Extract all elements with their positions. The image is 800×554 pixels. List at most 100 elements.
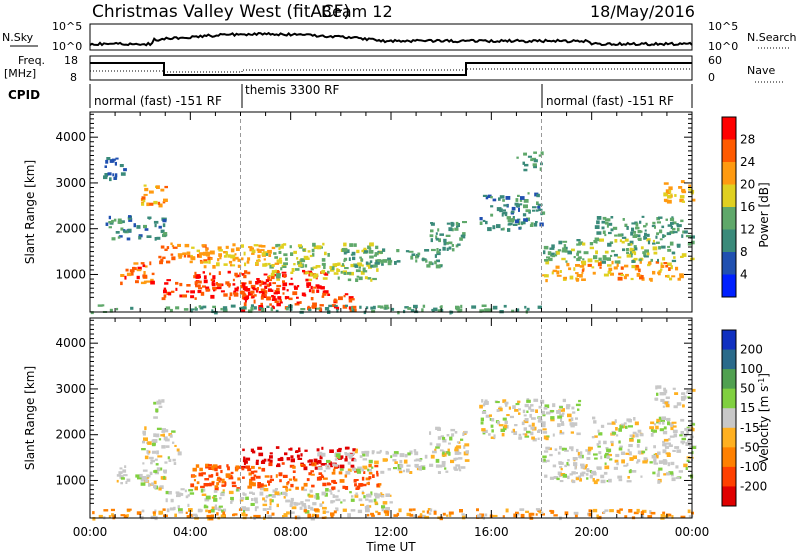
- echo-cell: [610, 254, 613, 257]
- echo-cell: [531, 436, 535, 440]
- echo-cell: [289, 511, 295, 514]
- echo-cell: [633, 417, 636, 421]
- echo-cell: [314, 508, 319, 512]
- echo-cell: [281, 491, 287, 496]
- echo-cell: [564, 449, 569, 452]
- echo-cell: [262, 508, 267, 511]
- noise-tick-bottom: 10^0: [52, 40, 82, 53]
- echo-cell: [155, 433, 160, 438]
- echo-cell: [152, 511, 156, 514]
- echo-cell: [512, 428, 515, 433]
- echo-cell: [411, 253, 416, 256]
- echo-cell: [241, 512, 246, 516]
- echo-cell: [304, 507, 307, 510]
- echo-cell: [523, 427, 527, 431]
- echo-cell: [650, 421, 655, 425]
- echo-cell: [253, 514, 256, 518]
- echo-cell: [137, 266, 142, 270]
- echo-cell: [214, 504, 217, 508]
- echo-cell: [604, 509, 609, 512]
- echo-cell: [577, 256, 582, 259]
- echo-cell: [617, 276, 623, 281]
- echo-cell: [242, 306, 246, 310]
- echo-cell: [511, 430, 514, 434]
- echo-cell: [239, 497, 245, 500]
- echo-cell: [384, 304, 389, 309]
- echo-cell: [172, 458, 176, 462]
- echo-region: [140, 184, 168, 208]
- echo-cell: [193, 479, 196, 482]
- echo-cell: [660, 398, 665, 402]
- echo-cell: [177, 451, 182, 456]
- echo-cell: [446, 451, 450, 455]
- echo-cell: [365, 306, 369, 310]
- echo-cell: [330, 492, 333, 495]
- echo-cell: [364, 276, 368, 280]
- echo-cell: [349, 455, 352, 460]
- echo-cell: [614, 419, 617, 423]
- echo-cell: [606, 455, 610, 459]
- echo-cell: [522, 213, 527, 217]
- echo-cell: [559, 466, 563, 469]
- echo-cell: [184, 489, 187, 493]
- echo-cell: [290, 447, 293, 451]
- echo-cell: [339, 455, 344, 459]
- echo-cell: [566, 462, 569, 466]
- echo-cell: [295, 268, 300, 271]
- echo-cell: [153, 200, 158, 205]
- echo-cell: [340, 501, 343, 504]
- echo-cell: [163, 232, 168, 236]
- echo-cell: [669, 241, 674, 246]
- echo-cell: [691, 198, 696, 202]
- echo-cell: [351, 495, 354, 498]
- echo-cell: [597, 429, 600, 433]
- echo-cell: [374, 501, 378, 505]
- echo-cell: [367, 245, 371, 250]
- echo-cell: [268, 506, 272, 508]
- echo-cell: [484, 399, 488, 403]
- echo-cell: [662, 257, 666, 261]
- echo-cell: [665, 189, 669, 193]
- echo-cell: [376, 268, 379, 272]
- echo-cell: [558, 461, 562, 465]
- echo-cell: [387, 261, 392, 266]
- echo-cell: [662, 460, 668, 464]
- echo-cell: [279, 301, 283, 304]
- echo-cell: [608, 267, 613, 271]
- echo-cell: [421, 258, 426, 261]
- echo-cell: [361, 264, 364, 267]
- echo-cell: [673, 405, 678, 409]
- echo-cell: [546, 435, 550, 438]
- echo-cell: [146, 474, 151, 478]
- echo-cell: [631, 222, 636, 225]
- echo-cell: [393, 451, 399, 455]
- echo-cell: [634, 247, 638, 251]
- echo-cell: [607, 242, 612, 247]
- echo-cell: [675, 477, 680, 480]
- echo-cell: [168, 491, 172, 495]
- echo-cell: [638, 237, 642, 241]
- echo-cell: [303, 488, 307, 492]
- x-axis-label: Time UT: [365, 540, 416, 554]
- echo-cell: [629, 434, 633, 437]
- echo-cell: [353, 459, 357, 462]
- echo-cell: [154, 509, 157, 513]
- echo-cell: [268, 274, 271, 277]
- echo-cell: [641, 277, 645, 281]
- echo-cell: [562, 408, 565, 412]
- echo-cell: [347, 278, 352, 282]
- echo-cell: [186, 515, 190, 518]
- freq-panel: Freq. [MHz] 18 8 60 0 Nave: [4, 54, 785, 84]
- echo-cell: [206, 514, 212, 519]
- echo-cell: [170, 242, 173, 245]
- echo-cell: [276, 278, 280, 281]
- colorbar-tick-label: 20: [740, 178, 755, 192]
- echo-cell: [262, 281, 267, 285]
- echo-cell: [609, 458, 613, 461]
- echo-cell: [608, 222, 613, 226]
- echo-cell: [545, 447, 548, 450]
- echo-cell: [376, 493, 382, 497]
- echo-cell: [248, 481, 254, 486]
- echo-cell: [161, 297, 166, 301]
- echo-cell: [582, 242, 586, 246]
